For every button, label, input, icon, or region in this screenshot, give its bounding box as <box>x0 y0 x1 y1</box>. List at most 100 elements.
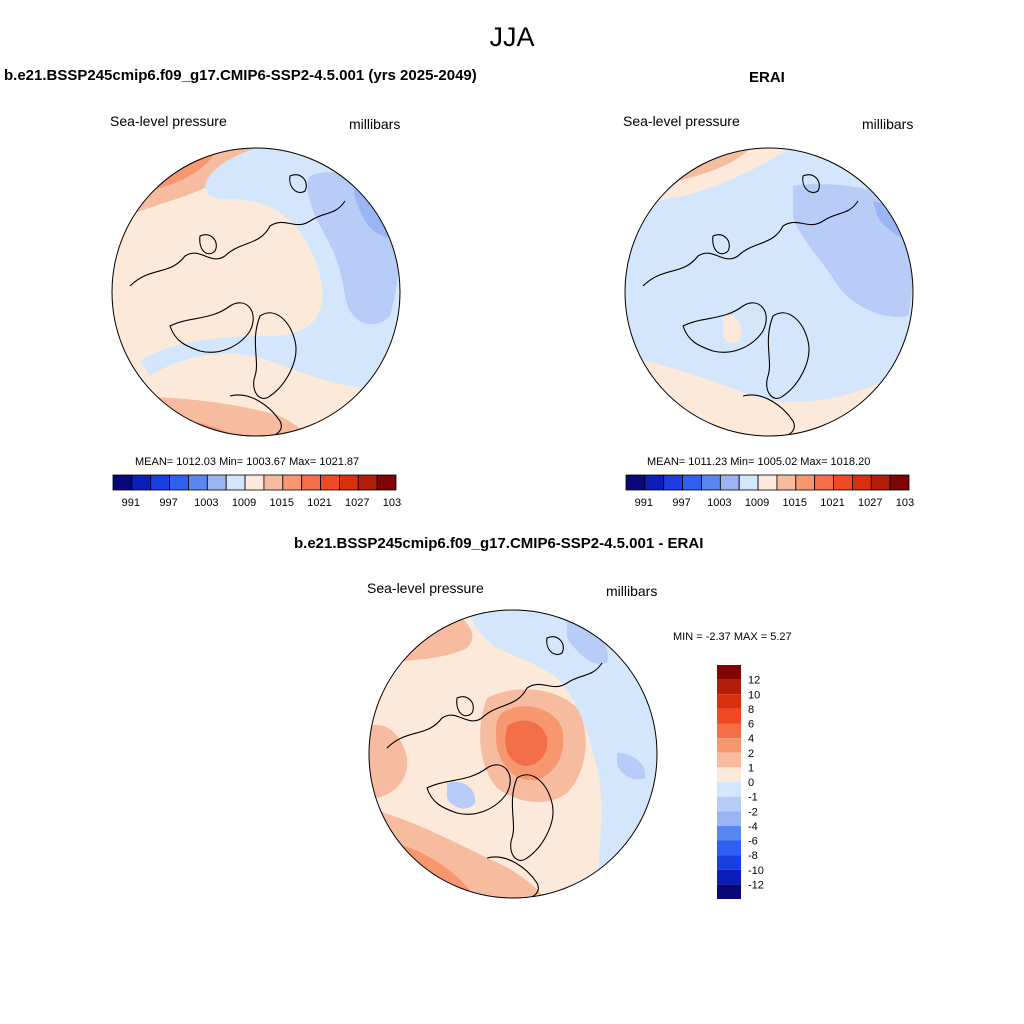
colorbar-tick-label: -4 <box>748 821 758 833</box>
panel-3-map-border <box>368 609 658 899</box>
colorbar-tick-label: 1027 <box>345 497 369 509</box>
colorbar-swatch <box>357 474 378 491</box>
colorbar-tick-label: 991 <box>122 497 140 509</box>
colorbar-swatch <box>150 474 171 491</box>
colorbar-tick-label: 997 <box>159 497 177 509</box>
colorbar-tick-label: 10 <box>748 689 760 701</box>
colorbar-swatch <box>717 723 741 739</box>
colorbar-tick-label: -1 <box>748 792 758 804</box>
panel-2-stats: MEAN= 1011.23 Min= 1005.02 Max= 1018.20 <box>647 456 871 468</box>
colorbar-swatch <box>870 474 891 491</box>
colorbar-swatch <box>719 474 740 491</box>
colorbar-swatch <box>225 474 246 491</box>
panel-1-units-label: millibars <box>349 116 401 132</box>
colorbar-tick-label: 991 <box>635 497 653 509</box>
colorbar-swatch <box>206 474 227 491</box>
panel-1-title: b.e21.BSSP245cmip6.f09_g17.CMIP6-SSP2-4.… <box>4 67 477 84</box>
colorbar-swatch <box>717 752 741 768</box>
panel-3-contour-neg3 <box>617 753 646 780</box>
colorbar-swatch <box>112 474 133 491</box>
colorbar-swatch <box>717 782 741 797</box>
panel-3-stats: MIN = -2.37 MAX = 5.27 <box>673 631 792 643</box>
panel-1-map <box>111 147 401 437</box>
colorbar-tick-label: 1021 <box>820 497 844 509</box>
colorbar-tick-label: 1033 <box>383 497 402 509</box>
colorbar-tick-label: 0 <box>748 777 754 789</box>
colorbar-tick-label: 1009 <box>745 497 769 509</box>
colorbar-tick-label: -8 <box>748 850 758 862</box>
colorbar-swatch <box>738 474 759 491</box>
colorbar-tick-label: 1033 <box>896 497 915 509</box>
colorbar-swatch <box>682 474 702 491</box>
colorbar-swatch <box>717 796 741 812</box>
colorbar-swatch <box>338 474 359 491</box>
panel-2-coastlines <box>642 174 859 436</box>
panel-2-title: ERAI <box>749 69 785 86</box>
colorbar-tick-label: 4 <box>748 733 754 745</box>
colorbar-swatch <box>644 474 665 491</box>
colorbar-swatch <box>717 694 741 709</box>
colorbar-tick-label: 1003 <box>707 497 731 509</box>
colorbar-swatch <box>833 474 853 491</box>
colorbar-swatch <box>717 884 741 899</box>
panel-3-contour-pos3-center <box>505 720 548 766</box>
panel-2-variable-label: Sea-level pressure <box>623 113 740 129</box>
panel-3-contour-pos-west <box>369 724 408 798</box>
colorbar-swatch <box>717 840 741 856</box>
colorbar-tick-label: 1 <box>748 762 754 774</box>
colorbar-swatch <box>795 474 816 491</box>
colorbar-swatch <box>320 474 340 491</box>
colorbar-swatch <box>776 474 797 491</box>
colorbar-swatch <box>717 811 741 826</box>
colorbar-tick-label: 6 <box>748 719 754 731</box>
colorbar-swatch <box>717 738 741 753</box>
colorbar-tick-label: -2 <box>748 806 758 818</box>
colorbar-swatch <box>717 708 741 724</box>
colorbar-swatch <box>757 474 778 491</box>
colorbar-tick-label: 1021 <box>307 497 331 509</box>
colorbar-tick-label: 1015 <box>783 497 807 509</box>
panel-3-title: b.e21.BSSP245cmip6.f09_g17.CMIP6-SSP2-4.… <box>294 535 704 552</box>
colorbar-swatch <box>717 679 741 695</box>
panel-1-coastlines <box>129 174 346 436</box>
colorbar-swatch <box>814 474 834 491</box>
colorbar-tick-label: 1015 <box>270 497 294 509</box>
colorbar-swatch <box>717 767 741 782</box>
panel-1-stats: MEAN= 1012.03 Min= 1003.67 Max= 1021.87 <box>135 456 360 468</box>
colorbar-swatch <box>188 474 208 491</box>
colorbar-swatch <box>131 474 152 491</box>
colorbar-swatch <box>889 474 910 491</box>
panel-2-map <box>624 147 914 437</box>
colorbar-swatch <box>282 474 303 491</box>
colorbar-tick-label: 12 <box>748 675 760 687</box>
colorbar-tick-label: 1009 <box>232 497 256 509</box>
panel-2-map-border <box>624 147 914 437</box>
colorbar-swatch <box>717 825 741 841</box>
colorbar-tick-label: -12 <box>748 879 764 891</box>
panel-3-map <box>368 609 658 899</box>
colorbar-tick-label: 1027 <box>858 497 882 509</box>
colorbar-swatch <box>169 474 189 491</box>
panel-2-contour-mid-greenland <box>723 314 742 344</box>
colorbar-swatch <box>717 869 741 885</box>
colorbar-tick-label: 1003 <box>194 497 218 509</box>
panel-2-units-label: millibars <box>862 116 914 132</box>
colorbar-swatch <box>701 474 721 491</box>
panel-3-variable-label: Sea-level pressure <box>367 580 484 596</box>
colorbar-swatch <box>851 474 872 491</box>
colorbar-tick-label: 8 <box>748 704 754 716</box>
panel-3-contour-neg-greenland <box>447 781 476 809</box>
colorbar-swatch <box>376 474 397 491</box>
colorbar-swatch <box>717 855 741 870</box>
colorbar-swatch <box>663 474 684 491</box>
colorbar-swatch <box>244 474 265 491</box>
colorbar-tick-label: 997 <box>672 497 690 509</box>
panel-3-contour-neg2 <box>567 618 608 664</box>
panel-1-map-border <box>111 147 401 437</box>
colorbar-swatch <box>717 665 741 680</box>
main-title: JJA <box>489 22 535 52</box>
colorbar-tick-label: -10 <box>748 865 764 877</box>
panel-1-colorbar: 991 997 1003 1009 1015 1021 1027 1033 <box>112 474 402 509</box>
panel-3-coastlines <box>386 636 603 898</box>
